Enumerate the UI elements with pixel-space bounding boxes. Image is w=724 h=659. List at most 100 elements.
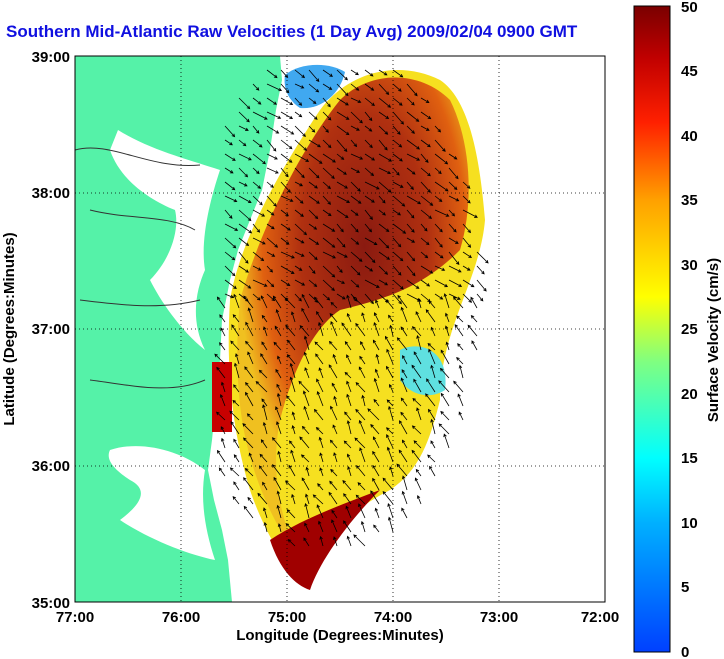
velocity-arrow (229, 410, 240, 421)
velocity-arrow (252, 139, 263, 148)
velocity-arrow (280, 223, 291, 231)
velocity-arrow (336, 181, 348, 189)
north-slow-zone (284, 64, 345, 109)
velocity-arrow (330, 301, 338, 309)
velocity-arrow (305, 493, 310, 505)
velocity-arrow (276, 490, 282, 505)
lat-tick-label: 39:00 (32, 49, 70, 66)
velocity-arrow (416, 407, 422, 421)
velocity-arrow (400, 411, 408, 421)
velocity-arrow (434, 167, 442, 175)
lon-tick-label: 75:00 (268, 609, 306, 626)
velocity-arrow (462, 209, 478, 218)
velocity-arrow (322, 265, 336, 278)
velocity-arrow (280, 265, 295, 274)
velocity-arrow (350, 153, 364, 160)
velocity-arrow (425, 393, 436, 407)
velocity-arrow (280, 69, 289, 79)
velocity-arrow (314, 341, 324, 351)
velocity-arrow (350, 139, 358, 148)
velocity-arrow (457, 343, 464, 351)
velocity-arrow (370, 423, 380, 435)
velocity-arrow (330, 405, 338, 421)
velocity-arrow (364, 167, 375, 177)
velocity-arrow (406, 125, 415, 134)
velocity-arrow (406, 139, 420, 150)
velocity-arrow (416, 334, 422, 351)
velocity-arrow (336, 209, 349, 219)
velocity-arrow (386, 348, 394, 365)
velocity-arrow (319, 535, 324, 547)
velocity-arrow (322, 251, 336, 259)
velocity-arrow (396, 463, 408, 477)
velocity-arrow (378, 195, 386, 204)
velocity-arrow (373, 398, 380, 407)
velocity-arrow (273, 476, 282, 491)
velocity-arrow (400, 306, 408, 323)
velocity-arrow (280, 111, 294, 120)
map-title: Southern Mid-Atlantic Raw Velocities (1 … (6, 22, 578, 41)
velocity-arrow (476, 293, 484, 302)
velocity-arrow (315, 353, 324, 365)
velocity-arrow (364, 265, 374, 272)
velocity-arrow (427, 342, 436, 351)
velocity-arrow (304, 367, 310, 379)
velocity-arrow (399, 420, 408, 435)
velocity-arrow (294, 83, 305, 89)
velocity-arrow (294, 139, 308, 151)
velocity-arrow (308, 195, 320, 204)
slow-zone (400, 346, 446, 396)
velocity-arrow (233, 362, 240, 379)
velocity-arrow (355, 494, 366, 505)
velocity-arrow (456, 357, 464, 365)
velocity-arrow (329, 439, 338, 449)
velocity-arrow (238, 181, 248, 187)
velocity-arrow (216, 449, 226, 463)
velocity-arrow (360, 520, 366, 533)
velocity-arrow (280, 153, 293, 163)
velocity-arrow (434, 237, 443, 248)
grid-lines (75, 56, 605, 602)
velocity-arrow (411, 326, 422, 337)
velocity-arrow (280, 251, 295, 259)
velocity-arrow (445, 341, 450, 351)
velocity-arrow (288, 464, 296, 477)
velocity-arrow (406, 195, 422, 205)
velocity-arrow (266, 237, 279, 248)
velocity-arrow (252, 153, 266, 165)
velocity-arrow (430, 418, 436, 435)
velocity-arrow (430, 364, 436, 379)
velocity-arrow (232, 496, 240, 505)
velocity-arrow (406, 279, 420, 289)
velocity-arrow (448, 209, 456, 217)
velocity-arrow (238, 279, 252, 289)
velocity-arrow (262, 481, 268, 491)
velocity-arrow (406, 181, 414, 190)
colorbar-tick-label: 5 (681, 579, 689, 596)
velocity-arrow (280, 237, 290, 245)
velocity-arrow (258, 369, 268, 379)
velocity-arrow (252, 209, 266, 217)
velocity-arrow (386, 427, 394, 435)
velocity-arrow (358, 419, 366, 435)
velocity-arrow (372, 450, 380, 463)
velocity-arrow (372, 436, 380, 449)
velocity-arrow (244, 467, 254, 477)
velocity-arrow (341, 322, 352, 337)
velocity-arrow (392, 195, 406, 207)
velocity-arrow (361, 394, 366, 407)
velocity-arrow (252, 293, 261, 301)
velocity-arrow (336, 251, 348, 258)
velocity-arrow (361, 312, 366, 323)
velocity-arrow (238, 125, 249, 131)
velocity-arrow (386, 399, 394, 407)
velocity-arrow (285, 324, 296, 337)
velocity-arrow (378, 265, 389, 275)
velocity-arrow (378, 251, 391, 260)
velocity-arrow (252, 111, 268, 120)
velocity-arrow (344, 411, 352, 421)
colorbar-tick-label: 40 (681, 128, 698, 145)
velocity-arrow (259, 453, 268, 463)
velocity-arrow (386, 365, 394, 379)
velocity-arrow (224, 251, 236, 261)
